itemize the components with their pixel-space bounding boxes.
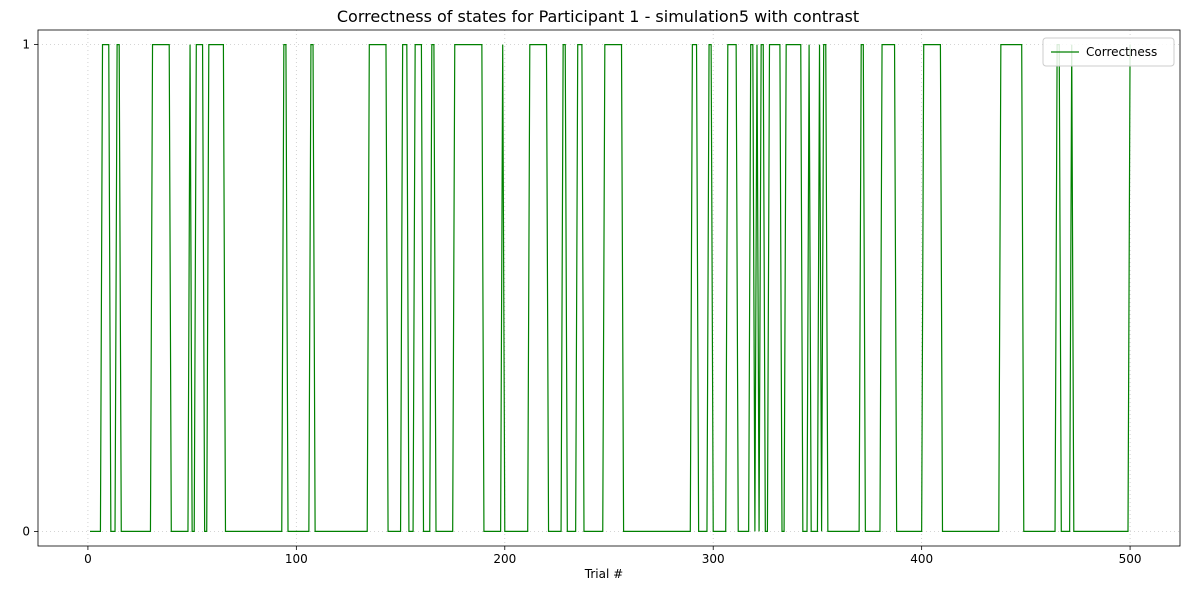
x-tick-label: 0 [84, 552, 92, 566]
x-axis-label: Trial # [584, 567, 623, 581]
x-tick-label: 100 [285, 552, 308, 566]
grid [38, 30, 1180, 546]
x-tick-label: 200 [493, 552, 516, 566]
legend-box [1042, 37, 1175, 67]
correctness-series-line [90, 44, 1131, 532]
legend: Correctness [1042, 37, 1175, 67]
x-tick-label: 300 [702, 552, 725, 566]
x-tick-label: 400 [910, 552, 933, 566]
series-layer [90, 44, 1131, 532]
chart-title: Correctness of states for Participant 1 … [337, 7, 859, 26]
axis-ticks: 0 100 200 300 400 500 0 1 [22, 38, 1141, 566]
plot-area [37, 29, 1181, 547]
y-tick-label: 1 [22, 38, 30, 52]
legend-label: Correctness [1086, 45, 1157, 59]
y-tick-label: 0 [22, 524, 30, 538]
x-tick-label: 500 [1119, 552, 1142, 566]
